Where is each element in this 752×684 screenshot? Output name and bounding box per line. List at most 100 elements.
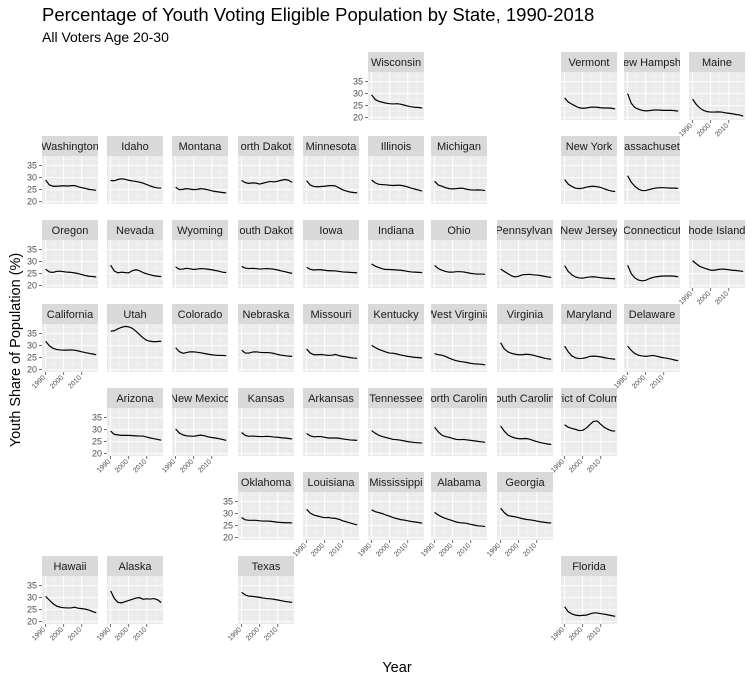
panel-background: [238, 576, 294, 624]
panel-background: [172, 156, 228, 204]
y-tick-label: 35: [92, 413, 102, 423]
facet-strip: [42, 136, 98, 156]
series-line-tennessee: [371, 430, 423, 444]
facet-strip-label: Pennsylvani: [495, 225, 554, 237]
x-tick-label: 2010: [456, 542, 472, 558]
facet-strip: [431, 304, 487, 324]
facet-minnesota: Minnesota: [303, 136, 359, 204]
facet-strip: [303, 472, 359, 492]
panel-background: [107, 324, 163, 372]
series-line-new-york: [564, 179, 616, 193]
facet-strip: [368, 52, 424, 72]
facet-strip-label: Virginia: [507, 309, 544, 321]
facet-vermont: Vermont: [561, 52, 617, 120]
x-tick-label: 1990: [420, 542, 436, 558]
panel-background: [238, 240, 294, 288]
facet-strip: [497, 220, 553, 240]
series-line-new-jersey: [564, 265, 616, 280]
facet-strip-label: Kansas: [248, 393, 285, 405]
series-line-south-dakota: [241, 265, 293, 274]
series-line-oklahoma: [241, 516, 293, 524]
facet-strip-label: Michigan: [437, 141, 481, 153]
facet-wyoming: Wyoming: [172, 220, 228, 288]
facet-texas: Texas 1990 2000 2010: [227, 556, 294, 642]
facet-north-carolina: orth Carolin: [431, 388, 487, 456]
panel-background: [497, 324, 553, 372]
facet-strip: [238, 220, 294, 240]
panel-background: [42, 156, 98, 204]
facet-california: California 20 25 30 35 1990 2000 2010: [27, 304, 98, 390]
series-line-alaska: [110, 590, 162, 604]
panel-background: [368, 240, 424, 288]
facet-strip-label: Oregon: [52, 225, 89, 237]
x-tick-label: 2000: [696, 122, 712, 138]
facet-oregon: Oregon 20 25 30 35: [27, 220, 98, 291]
series-line-new-mexico: [175, 428, 227, 441]
facet-strip-label: Ohio: [447, 225, 470, 237]
series-line-indiana: [371, 263, 423, 274]
facet-wisconsin: Wisconsin 20 25 30 35: [353, 52, 424, 123]
chart-subtitle: All Voters Age 20-30: [42, 29, 169, 45]
facet-strip-label: Florida: [572, 561, 607, 573]
chart-title: Percentage of Youth Voting Eligible Popu…: [42, 4, 595, 25]
y-tick-label: 20: [353, 113, 363, 123]
series-line-arizona: [110, 430, 162, 441]
facet-strip-label: Georgia: [505, 477, 545, 489]
x-tick-label: 2000: [245, 626, 261, 642]
facet-strip: [368, 136, 424, 156]
facet-strip: [172, 304, 228, 324]
panel-background: [368, 492, 424, 540]
series-line-ohio: [434, 264, 486, 275]
facet-strip-label: rict of Colum: [558, 393, 620, 405]
x-tick-label: 1990: [227, 626, 243, 642]
x-tick-label: 2010: [586, 458, 602, 474]
facet-alaska: Alaska 1990 2000 2010: [96, 556, 163, 642]
series-line-maine: [692, 98, 744, 117]
facet-strip-label: Wisconsin: [371, 57, 421, 69]
series-line-minnesota: [306, 180, 358, 194]
x-tick-label: 1990: [292, 542, 308, 558]
facet-strip-label: Illinois: [381, 141, 412, 153]
x-tick-label: 1990: [31, 626, 47, 642]
facet-strip: [431, 388, 487, 408]
facet-strip-label: Mississippi: [369, 477, 422, 489]
y-tick-label: 25: [27, 185, 37, 195]
series-line-delaware: [627, 345, 679, 362]
facet-strip: [431, 472, 487, 492]
facet-strip: [303, 388, 359, 408]
x-tick-label: 2010: [714, 290, 730, 306]
facet-missouri: Missouri: [303, 304, 359, 372]
facet-strip-label: Kentucky: [373, 309, 419, 321]
facet-strip: [238, 304, 294, 324]
y-tick-label: 25: [353, 101, 363, 111]
series-line-wisconsin: [371, 94, 423, 109]
y-tick-label: 25: [27, 353, 37, 363]
facet-strip: [497, 472, 553, 492]
x-tick-label: 2010: [522, 542, 538, 558]
facet-arizona: Arizona 20 25 30 35 1990 2000 2010: [92, 388, 163, 474]
panel-background: [42, 576, 98, 624]
facet-washington: Washington 20 25 30 35: [27, 136, 98, 207]
facet-strip-label: hode Island: [689, 225, 746, 237]
series-line-massachusetts: [627, 175, 679, 192]
series-line-hawaii: [45, 595, 97, 614]
y-tick-label: 20: [92, 449, 102, 459]
facet-strip: [561, 388, 617, 408]
facet-strip: [42, 556, 98, 576]
series-line-florida: [564, 606, 616, 617]
series-line-maryland: [564, 345, 616, 360]
facet-kansas: Kansas: [238, 388, 294, 456]
series-line-new-hampshire: [627, 93, 679, 112]
panel-background: [238, 324, 294, 372]
facet-strip: [238, 388, 294, 408]
facet-oklahoma: Oklahoma 20 25 30 35: [223, 472, 294, 543]
facet-strip: [238, 472, 294, 492]
x-tick-label: 2000: [568, 458, 584, 474]
facet-strip-label: Iowa: [319, 225, 343, 237]
panel-background: [368, 72, 424, 120]
facet-strip-label: outh Carolin: [495, 393, 554, 405]
facet-new-hampshire: ew Hampsh: [624, 52, 680, 120]
panel-background: [561, 72, 617, 120]
series-line-nebraska: [241, 349, 293, 357]
facet-massachusetts: assachuset: [624, 136, 680, 204]
